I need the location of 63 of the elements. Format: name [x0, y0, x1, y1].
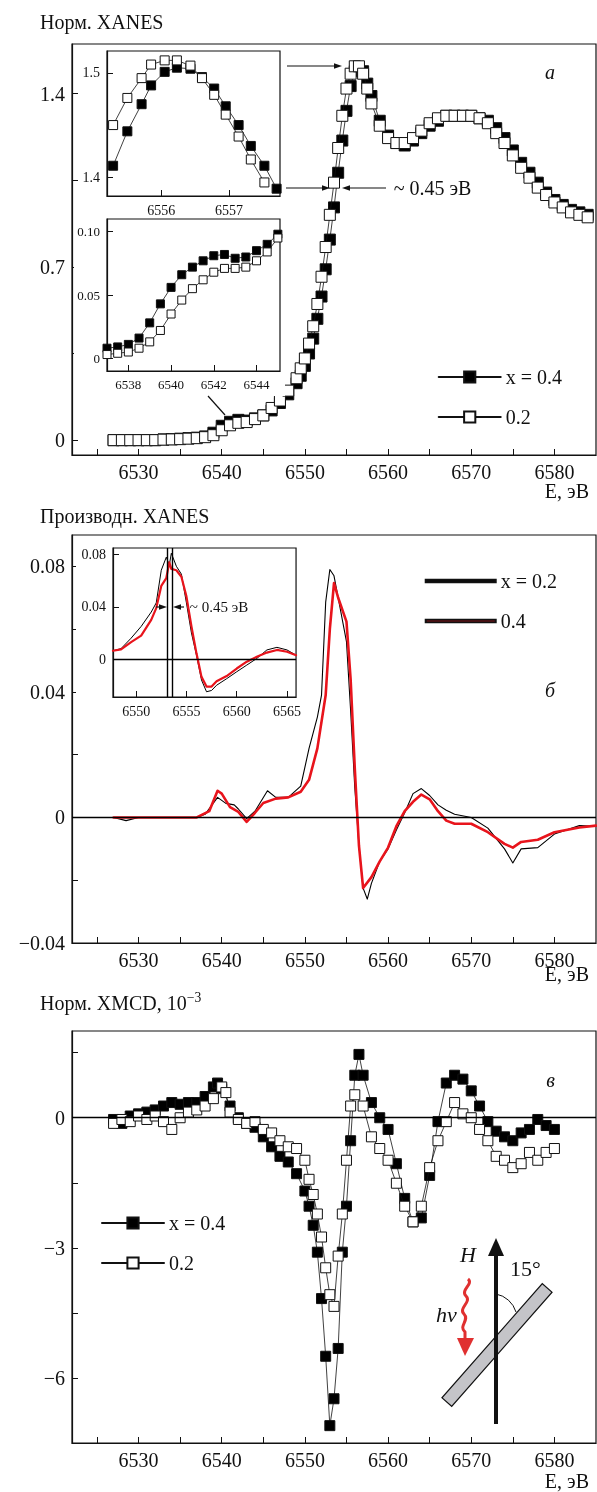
y-tick-label: 0 — [93, 350, 100, 366]
x-tick-label: 6570 — [451, 949, 492, 971]
x-tick-label: 6550 — [284, 461, 325, 483]
x-tick-label: 6550 — [284, 949, 325, 971]
annotation: ~ 0.45 эВ — [189, 598, 249, 615]
x-tick-label: 6560 — [368, 949, 409, 971]
y-axis-title: Производн. XANES — [40, 505, 210, 528]
x-tick-label: 6540 — [158, 377, 185, 392]
x-tick-label: 6560 — [368, 1449, 409, 1471]
x-tick-label: 6550 — [284, 1449, 325, 1471]
annotation: ~ 0.45 эВ — [393, 176, 472, 199]
y-tick-label: 0.04 — [81, 599, 106, 615]
annotation: hν — [436, 1302, 457, 1327]
x-tick-label: 6560 — [222, 703, 251, 719]
annotation: в — [546, 1069, 556, 1091]
x-tick-label: 6540 — [201, 461, 242, 483]
x-axis-title: E, эВ — [544, 480, 589, 502]
y-tick-label: 1.4 — [40, 82, 65, 105]
y-tick-label: 0 — [55, 1106, 65, 1129]
x-tick-label: 6540 — [201, 949, 242, 971]
legend-label: 0.2 — [505, 406, 531, 428]
x-tick-label: 6542 — [200, 377, 227, 392]
y-tick-label: 0.04 — [30, 680, 65, 703]
x-tick-label: 6570 — [451, 461, 492, 483]
y-tick-label: 0.7 — [40, 255, 65, 278]
y-tick-label: 0 — [55, 429, 65, 452]
x-tick-label: 6565 — [273, 703, 301, 719]
x-tick-label: 6580 — [534, 461, 575, 483]
y-tick-label: 0 — [99, 651, 106, 667]
legend-label: x = 0.2 — [500, 570, 557, 592]
y-tick-label: 0 — [55, 806, 65, 829]
legend-label: 0.4 — [500, 610, 526, 632]
x-tick-label: 6530 — [118, 949, 159, 971]
x-axis-title: E, эВ — [544, 1470, 589, 1492]
x-tick-label: 6555 — [172, 703, 201, 719]
x-tick-label: 6530 — [118, 1449, 159, 1471]
x-tick-label: 6580 — [534, 1449, 575, 1471]
y-tick-label: −3 — [43, 1236, 65, 1259]
x-tick-label: 6530 — [118, 461, 159, 483]
y-axis-title: Норм. XANES — [40, 11, 164, 34]
y-tick-label: −0.04 — [18, 932, 65, 954]
y-tick-label: 0.05 — [77, 287, 100, 303]
x-tick-label: 6550 — [122, 703, 151, 719]
x-tick-label: 6538 — [115, 377, 142, 392]
x-tick-label: 6557 — [215, 202, 244, 218]
annotation: 15° — [510, 1256, 541, 1281]
y-tick-label: 0.10 — [77, 224, 100, 240]
annotation: H — [459, 1242, 477, 1267]
legend-label: 0.2 — [169, 1252, 194, 1274]
y-tick-label: 1.4 — [82, 169, 100, 185]
x-tick-label: 6570 — [451, 1449, 492, 1471]
x-tick-label: 6540 — [201, 1449, 242, 1471]
y-tick-label: 0.08 — [30, 555, 65, 578]
x-tick-label: 6556 — [147, 202, 176, 218]
y-tick-label: −6 — [43, 1366, 65, 1389]
y-tick-label: 0.08 — [81, 547, 106, 563]
legend-label: x = 0.4 — [505, 366, 562, 388]
x-tick-label: 6560 — [368, 461, 409, 483]
annotation: а — [545, 61, 555, 83]
annotation: б — [544, 679, 556, 701]
x-tick-label: 6544 — [243, 377, 271, 392]
legend-label: x = 0.4 — [169, 1212, 226, 1234]
y-tick-label: 1.5 — [82, 65, 100, 81]
